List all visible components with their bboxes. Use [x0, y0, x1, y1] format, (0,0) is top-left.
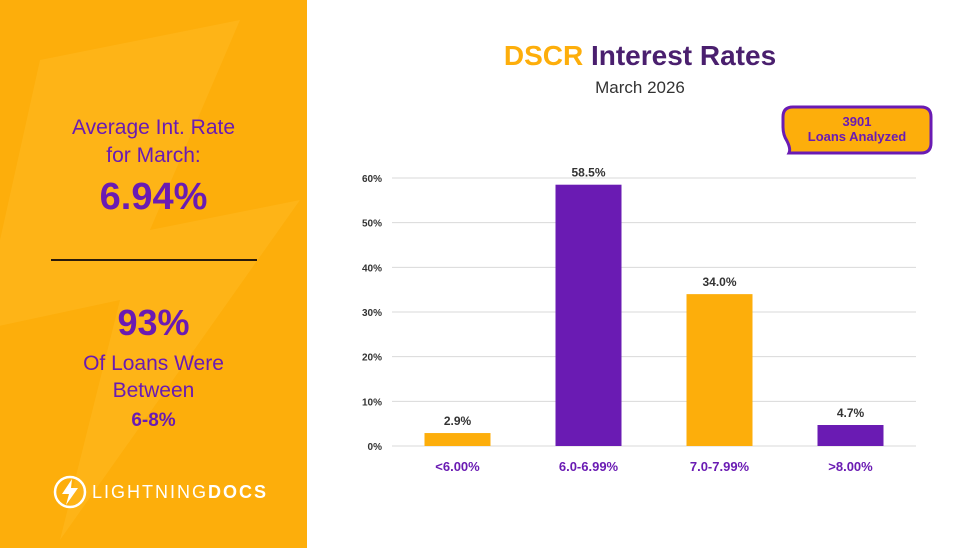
average-rate-value: 6.94% [99, 176, 208, 218]
y-tick-label: 40% [362, 263, 382, 274]
y-tick-label: 20% [362, 353, 382, 364]
loan-percent-label-line2: Between [112, 379, 195, 402]
divider [51, 259, 257, 261]
callout-bubble-icon [781, 105, 933, 155]
callout-count: 3901 [842, 114, 872, 129]
lightning-bolt-icon [53, 475, 87, 509]
bar [817, 425, 884, 446]
y-tick-label: 60% [362, 174, 382, 185]
bar [686, 294, 753, 446]
y-tick-label: 0% [368, 442, 383, 453]
brand-name: LIGHTNINGDOCS [92, 482, 268, 503]
loan-percent-label: Of Loans Were Between [0, 350, 307, 404]
background-bolt-icon [0, 20, 300, 540]
chart-subtitle: March 2026 [595, 78, 685, 97]
x-tick-label: >8.00% [828, 459, 873, 474]
chart-title-accent: DSCR [503, 40, 584, 71]
chart-title: DSCR Interest Rates [307, 40, 973, 72]
y-tick-label: 10% [362, 397, 382, 408]
brand-logo: LIGHTNINGDOCS [52, 474, 268, 510]
loan-percent-label-line1: Of Loans Were [83, 352, 224, 375]
data-label: 34.0% [702, 275, 736, 289]
bar [555, 184, 622, 446]
bar-chart: 0% 10% 20% 30% 40% 50% 60% 2.9% <6.00% 58.5% 6.0-6… [362, 166, 916, 474]
x-tick-label: <6.00% [435, 459, 480, 474]
data-label: 4.7% [837, 406, 865, 420]
summary-panel: Average Int. Rate for March: 6.94% 93% O… [0, 0, 307, 548]
x-tick-label: 6.0-6.99% [559, 459, 619, 474]
callout-text: 3901 Loans Analyzed [791, 114, 923, 144]
bar [424, 433, 491, 446]
x-tick-label: 7.0-7.99% [690, 459, 750, 474]
data-label: 2.9% [444, 414, 472, 428]
brand-name-light: LIGHTNING [92, 481, 209, 502]
average-rate-label: Average Int. Rate for March: [0, 114, 307, 170]
data-label: 58.5% [571, 166, 605, 180]
chart-title-rest: Interest Rates [583, 40, 777, 71]
loans-analyzed-callout: 3901 Loans Analyzed [781, 105, 933, 157]
y-tick-label: 30% [362, 308, 382, 319]
callout-label: Loans Analyzed [807, 129, 907, 144]
y-tick-label: 50% [362, 219, 382, 230]
loan-range-value: 6-8% [131, 410, 176, 431]
average-rate-label-line2: for March: [106, 144, 201, 167]
average-rate-label-line1: Average Int. Rate [71, 116, 236, 139]
brand-name-bold: DOCS [208, 481, 269, 502]
loan-percent-value: 93% [117, 302, 190, 343]
